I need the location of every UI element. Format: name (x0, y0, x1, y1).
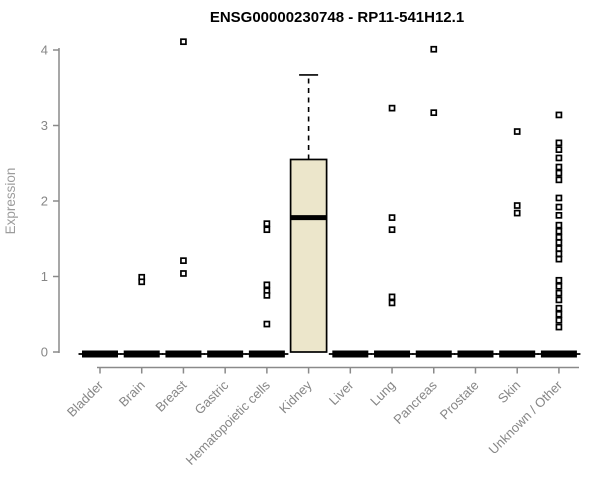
outlier-point (555, 255, 563, 263)
outlier-point (555, 227, 563, 235)
box (289, 158, 328, 353)
outlier-point (555, 111, 563, 119)
category-label: Skin (495, 378, 523, 406)
outlier-point (430, 109, 438, 117)
outlier-point (388, 226, 396, 234)
outlier-point (555, 323, 563, 331)
outlier-point (513, 128, 521, 135)
outlier-point (263, 320, 271, 328)
category-label: Lung (367, 378, 398, 409)
outlier-point (555, 310, 563, 318)
outlier-point (555, 194, 563, 202)
y-axis-title: Expression (3, 168, 18, 235)
outlier-point (513, 202, 521, 209)
outlier-point (180, 270, 187, 277)
zero-bar (540, 350, 577, 358)
outlier-point (555, 203, 563, 211)
outlier-point (555, 276, 563, 284)
outlier-point (180, 38, 187, 46)
zero-bar (207, 350, 244, 358)
outlier-point (555, 245, 563, 252)
outlier-point (180, 257, 187, 264)
chart-title: ENSG00000230748 - RP11-541H12.1 (210, 9, 464, 26)
zero-bar (457, 350, 494, 358)
outlier-point (555, 250, 563, 258)
outlier-point (430, 45, 438, 53)
outlier-point (555, 239, 563, 246)
outlier-point (555, 211, 563, 219)
outlier-point (555, 139, 563, 147)
outlier-point (138, 278, 146, 286)
zero-bar (82, 350, 118, 358)
category-label: Unknown / Other (485, 377, 565, 457)
y-tick-label: 2 (41, 194, 48, 209)
outlier-point (555, 316, 563, 324)
category-label: Breast (152, 377, 189, 414)
category-label: Liver (326, 377, 357, 408)
outlier-point (388, 293, 396, 301)
category-label: Brain (116, 378, 148, 410)
outlier-point (263, 226, 271, 234)
outlier-point (388, 299, 396, 307)
outlier-point (388, 214, 396, 221)
outlier-point (555, 296, 563, 304)
outlier-point (263, 220, 271, 227)
zero-bar (248, 350, 285, 358)
outlier-point (555, 289, 563, 297)
outlier-point (555, 154, 563, 162)
zero-bar (415, 350, 452, 358)
outlier-point (555, 146, 563, 154)
outlier-point (555, 304, 563, 312)
category-label: Gastric (192, 377, 232, 417)
outlier-point (555, 163, 563, 171)
outlier-point (555, 176, 563, 184)
outlier-point (388, 104, 396, 112)
category-label: Pancreas (390, 377, 440, 427)
y-tick-label: 1 (41, 269, 48, 284)
category-label: Kidney (276, 377, 315, 416)
outlier-point (555, 169, 563, 177)
category-label: Bladder (64, 377, 107, 420)
zero-bar (123, 350, 160, 358)
zero-bar (374, 350, 411, 358)
y-tick-label: 0 (41, 345, 48, 360)
zero-bar (332, 350, 369, 358)
y-tick-label: 3 (41, 118, 48, 133)
category-label: Prostate (437, 378, 482, 423)
outlier-point (513, 209, 521, 217)
outlier-point (555, 233, 563, 241)
outlier-point (555, 282, 563, 290)
outlier-point (263, 292, 271, 299)
outlier-point (555, 221, 563, 229)
y-tick-label: 4 (41, 43, 48, 58)
zero-bar (165, 350, 202, 358)
outlier-point (263, 281, 271, 289)
zero-bar (499, 350, 536, 358)
